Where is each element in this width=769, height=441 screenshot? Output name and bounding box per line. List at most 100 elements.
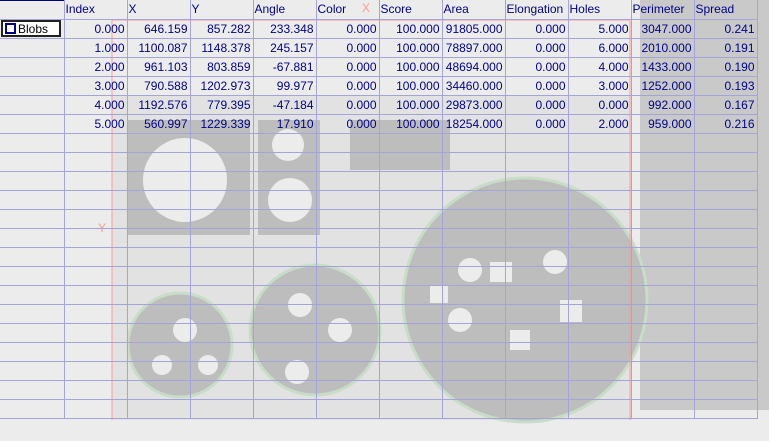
cell-area <box>442 380 506 400</box>
cell-y: 857.282 <box>190 19 254 39</box>
cell-perimeter: 959.000 <box>631 114 695 134</box>
cell-score: 100.000 <box>379 76 443 96</box>
cell-index <box>64 304 128 324</box>
column-header-holes[interactable]: Holes <box>568 0 632 20</box>
tree-cell <box>0 304 65 324</box>
cell-elongation <box>505 266 569 286</box>
cell-x <box>127 133 191 153</box>
cell-elongation <box>505 247 569 267</box>
cell-perimeter: 3047.000 <box>631 19 695 39</box>
table-row[interactable] <box>0 380 758 400</box>
cell-spread <box>694 266 758 286</box>
cell-score <box>379 399 443 419</box>
cell-color <box>316 152 380 172</box>
cell-score <box>379 304 443 324</box>
column-header-y[interactable]: Y <box>190 0 254 20</box>
cell-holes: 3.000 <box>568 76 632 96</box>
cell-x <box>127 399 191 419</box>
table-row[interactable] <box>0 399 758 419</box>
table-row[interactable]: 3.000 790.588 1202.973 99.977 0.000 100.000 34… <box>0 76 758 96</box>
cell-spread: 0.167 <box>694 95 758 115</box>
cell-spread <box>694 361 758 381</box>
column-header-angle[interactable]: Angle <box>253 0 317 20</box>
cell-color <box>316 190 380 210</box>
cell-area <box>442 133 506 153</box>
column-header-score[interactable]: Score <box>379 0 443 20</box>
cell-perimeter <box>631 399 695 419</box>
column-header-perimeter[interactable]: Perimeter <box>631 0 695 20</box>
column-header-index[interactable]: Index <box>64 0 128 20</box>
table-row[interactable] <box>0 247 758 267</box>
cell-holes <box>568 247 632 267</box>
cell-elongation <box>505 399 569 419</box>
table-row[interactable] <box>0 171 758 191</box>
cell-angle <box>253 304 317 324</box>
cell-y: 1202.973 <box>190 76 254 96</box>
cell-angle: -67.881 <box>253 57 317 77</box>
cell-index: 4.000 <box>64 95 128 115</box>
table-row[interactable] <box>0 342 758 362</box>
cell-index <box>64 209 128 229</box>
cell-index: 5.000 <box>64 114 128 134</box>
cell-x <box>127 304 191 324</box>
cell-area: 29873.000 <box>442 95 506 115</box>
cell-perimeter: 992.000 <box>631 95 695 115</box>
cell-x <box>127 342 191 362</box>
column-header-elongation[interactable]: Elongation <box>505 0 569 20</box>
cell-elongation <box>505 152 569 172</box>
cell-perimeter <box>631 361 695 381</box>
cell-area: 91805.000 <box>442 19 506 39</box>
table-row[interactable]: Blobs 0.000 646.159 857.282 233.348 0.000 100.… <box>0 19 758 39</box>
column-header-x[interactable]: X <box>127 0 191 20</box>
tree-cell <box>0 76 65 96</box>
table-row[interactable]: 1.000 1100.087 1148.378 245.157 0.000 100.000… <box>0 38 758 58</box>
tree-cell <box>0 361 65 381</box>
table-row[interactable] <box>0 361 758 381</box>
table-row[interactable]: 4.000 1192.576 779.395 -47.184 0.000 100.000 2… <box>0 95 758 115</box>
cell-angle <box>253 285 317 305</box>
cell-index <box>64 171 128 191</box>
cell-angle <box>253 266 317 286</box>
table-row[interactable]: 5.000 560.997 1229.339 17.910 0.000 100.000 18… <box>0 114 758 134</box>
table-row[interactable] <box>0 209 758 229</box>
cell-perimeter <box>631 152 695 172</box>
table-row[interactable] <box>0 228 758 248</box>
cell-index: 2.000 <box>64 57 128 77</box>
table-row[interactable] <box>0 304 758 324</box>
table-row[interactable] <box>0 285 758 305</box>
table-row[interactable]: 2.000 961.103 803.859 -67.881 0.000 100.000 48… <box>0 57 758 77</box>
tree-cell <box>0 38 65 58</box>
tree-node-blobs[interactable]: Blobs <box>0 19 65 39</box>
column-header-spread[interactable]: Spread <box>694 0 758 20</box>
cell-index: 3.000 <box>64 76 128 96</box>
cell-elongation: 0.000 <box>505 114 569 134</box>
cell-index <box>64 380 128 400</box>
cell-spread <box>694 133 758 153</box>
column-header-color[interactable]: Color <box>316 0 380 20</box>
cell-angle <box>253 342 317 362</box>
cell-perimeter: 2010.000 <box>631 38 695 58</box>
blobs-node-button[interactable]: Blobs <box>1 20 61 37</box>
tree-cell <box>0 171 65 191</box>
cell-perimeter <box>631 380 695 400</box>
cell-score <box>379 380 443 400</box>
cell-perimeter: 1252.000 <box>631 76 695 96</box>
cell-angle <box>253 209 317 229</box>
cell-perimeter <box>631 323 695 343</box>
tree-cell <box>0 152 65 172</box>
cell-area <box>442 399 506 419</box>
cell-index <box>64 190 128 210</box>
table-row[interactable] <box>0 133 758 153</box>
column-header-area[interactable]: Area <box>442 0 506 20</box>
cell-holes: 5.000 <box>568 19 632 39</box>
table-row[interactable] <box>0 266 758 286</box>
cell-holes <box>568 171 632 191</box>
cell-y <box>190 171 254 191</box>
table-row[interactable] <box>0 190 758 210</box>
cell-y <box>190 285 254 305</box>
table-row[interactable] <box>0 323 758 343</box>
cell-holes <box>568 285 632 305</box>
table-row[interactable] <box>0 152 758 172</box>
cell-holes <box>568 228 632 248</box>
cell-x <box>127 209 191 229</box>
